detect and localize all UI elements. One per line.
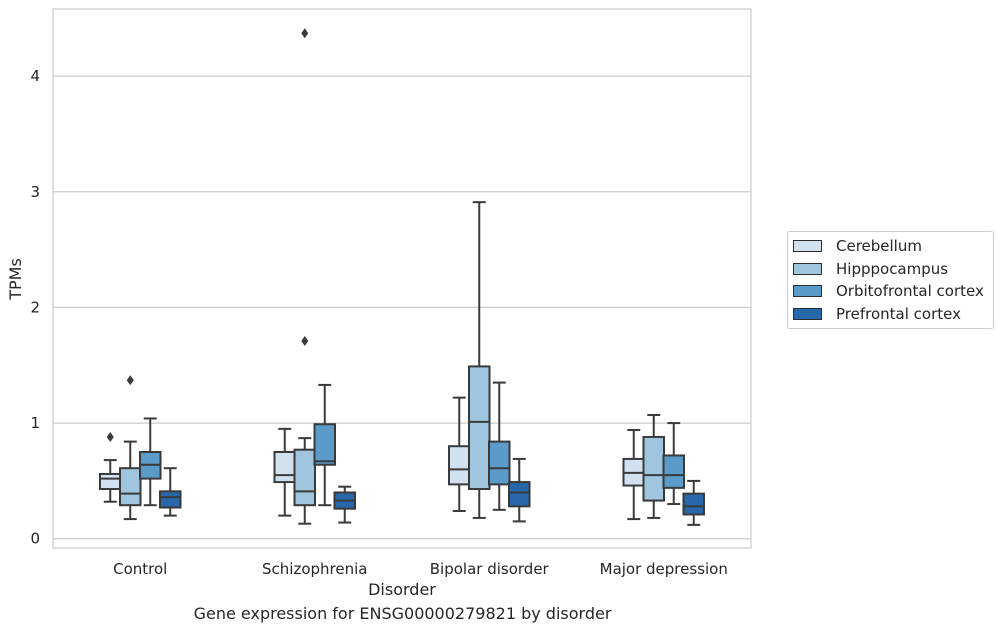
legend-swatch [793,285,822,298]
legend-label: Prefrontal cortex [836,304,961,323]
iqr-box [99,472,122,491]
iqr-box [508,481,531,508]
outlier-point [301,335,309,346]
x-axis-label: Disorder [368,580,436,599]
box-plot-series [99,28,705,526]
x-tick-label: Bipolar disorder [430,560,550,578]
iqr-box [662,454,685,489]
iqr-box [642,435,665,502]
iqr-box [313,423,336,466]
iqr-box [488,440,511,486]
iqr-box [682,492,705,516]
iqr-box [273,450,296,484]
iqr-box [293,448,316,507]
iqr-box [119,467,142,507]
y-tick-labels: 0 1 2 3 4 [30,67,40,548]
series-3 [159,457,705,526]
iqr-box [448,445,471,486]
legend-swatch [793,240,822,253]
chart-caption: Gene expression for ENSG00000279821 by d… [193,604,612,623]
plot-frame [52,8,752,549]
gridlines [53,75,751,540]
legend-label: Cerebellum [836,237,922,256]
outlier-point [126,375,134,386]
legend-label: Hipppocampus [836,259,949,278]
legend-item: Prefrontal cortex [788,303,993,326]
series-0 [99,396,645,521]
y-tick-label: 2 [30,298,40,316]
legend-label: Orbitofrontal cortex [836,282,984,301]
series-2 [139,381,685,511]
series-1 [119,28,665,525]
legend: Cerebellum Hipppocampus Orbitofrontal cort… [787,231,994,329]
legend-swatch [793,307,822,320]
y-axis-label: TPMs [6,258,25,301]
y-tick-label: 0 [30,530,40,548]
y-tick-label: 4 [30,67,40,85]
y-tick-label: 3 [30,183,40,201]
outlier-point [301,28,309,39]
legend-item: Cerebellum [788,235,993,258]
legend-swatch [793,262,822,275]
iqr-box [159,490,182,509]
x-tick-label: Control [113,560,167,578]
legend-item: Hipppocampus [788,258,993,281]
outlier-point [106,431,114,442]
x-tick-label: Major depression [600,560,728,578]
x-tick-label: Schizophrenia [262,560,367,578]
legend-item: Orbitofrontal cortex [788,280,993,303]
x-tick-labels: Control Schizophrenia Bipolar disorder Majo… [113,560,728,578]
y-tick-label: 1 [30,414,40,432]
iqr-box [468,365,491,491]
